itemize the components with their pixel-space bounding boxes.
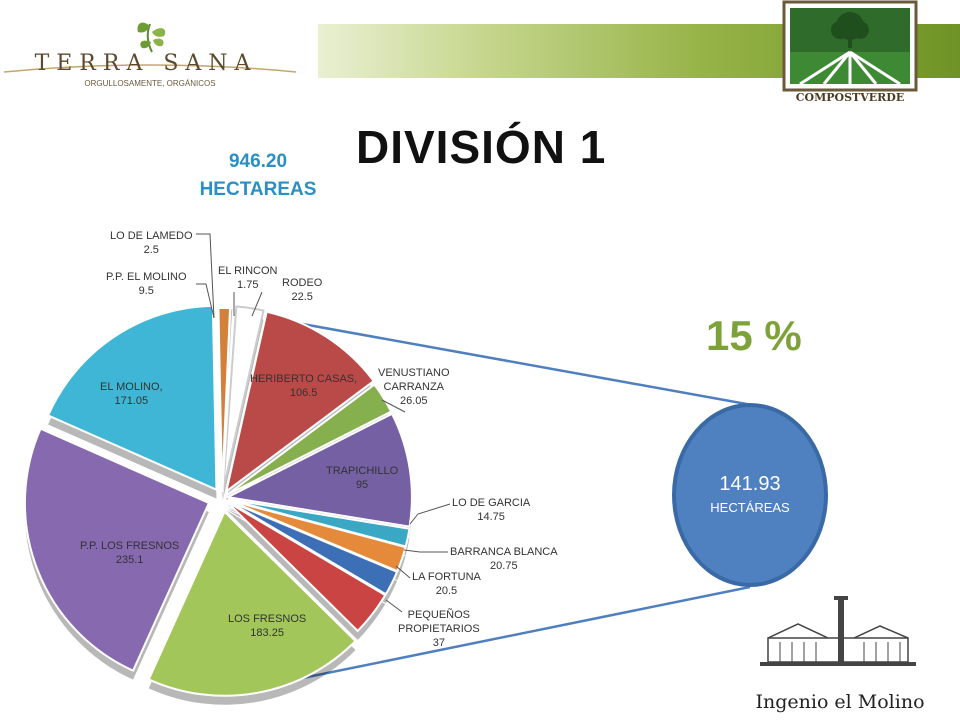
label-heriberto-casas: HERIBERTO CASAS, 106.5: [250, 373, 358, 399]
page-title: DIVISIÓN 1: [356, 121, 607, 173]
leader-line: [385, 599, 403, 613]
leader-line: [409, 503, 451, 525]
total-unit: HECTAREAS: [199, 179, 317, 200]
svg-text:COMPOSTVERDE: COMPOSTVERDE: [796, 91, 904, 104]
svg-text:ORGULLOSAMENTE, ORGÁNICOS: ORGULLOSAMENTE, ORGÁNICOS: [84, 79, 215, 88]
pie-slice-pequenos-propietarios: [226, 500, 387, 633]
label-los-fresnos: LOS FRESNOS 183.25: [228, 613, 307, 639]
total-value: 946.20: [228, 151, 288, 172]
label-venustiano-carranza: VENUSTIANO CARRANZA 26.05: [378, 367, 450, 407]
pie-slice-venustiano-carranza: [226, 383, 393, 496]
leader-line: [196, 283, 215, 319]
svg-text:TERRA SANA: TERRA SANA: [35, 51, 258, 76]
compostverde-logo: COMPOSTVERDE: [780, 0, 920, 108]
leader-line: [403, 549, 448, 553]
pie-slice-trapichillo: [224, 412, 413, 528]
highlight-unit: HECTÁREAS: [710, 500, 790, 515]
pie-slice-el-molino: [46, 304, 218, 492]
highlight-bubble: 141.93 HECTÁREAS: [672, 403, 828, 587]
label-pequenos-propietarios: PEQUEÑOS PROPIETARIOS 37: [398, 609, 480, 649]
label-rodeo: RODEO 22.5: [282, 277, 323, 303]
pie-slice-lo-de-lamedo: [221, 307, 235, 493]
leader-line: [196, 233, 215, 319]
label-lo-de-lamedo: LO DE LAMEDO 2.5: [110, 230, 193, 256]
highlight-value: 141.93: [719, 473, 781, 495]
label-pp-los-fresnos: P.P. LOS FRESNOS 235.1: [80, 540, 180, 566]
label-la-fortuna: LA FORTUNA 20.5: [412, 571, 481, 597]
ingenio-el-molino-logo: Ingenio el Molino: [720, 590, 960, 720]
label-barranca-blanca: BARRANCA BLANCA 20.75: [450, 546, 558, 572]
label-trapichillo: TRAPICHILLO 95: [326, 465, 399, 491]
pie-slice-los-fresnos: [147, 510, 357, 697]
label-lo-de-garcia: LO DE GARCIA 14.75: [452, 497, 531, 523]
callout-line-top: [285, 319, 753, 407]
svg-text:Ingenio el Molino: Ingenio el Molino: [755, 691, 924, 713]
pie-slice-p-p-los-fresnos: [23, 427, 211, 672]
leader-line: [251, 291, 263, 317]
leader-line: [381, 399, 406, 413]
pie-slice-rodeo: [222, 305, 265, 491]
leader-line: [395, 565, 411, 579]
label-pp-el-molino: P.P. EL MOLINO 9.5: [106, 271, 187, 297]
label-el-rincon: EL RINCON 1.75: [218, 265, 278, 291]
pie-slice-heriberto-casas: [224, 310, 376, 494]
callout-line-bottom: [277, 585, 751, 685]
total-area: 946.20 HECTAREAS: [196, 148, 320, 204]
highlight-percent: 15 %: [706, 312, 802, 359]
pie-slice-la-fortuna: [226, 499, 399, 596]
terra-sana-logo: TERRA SANA ORGULLOSAMENTE, ORGÁNICOS: [0, 10, 300, 90]
label-el-molino: EL MOLINO, 171.05: [100, 381, 163, 407]
